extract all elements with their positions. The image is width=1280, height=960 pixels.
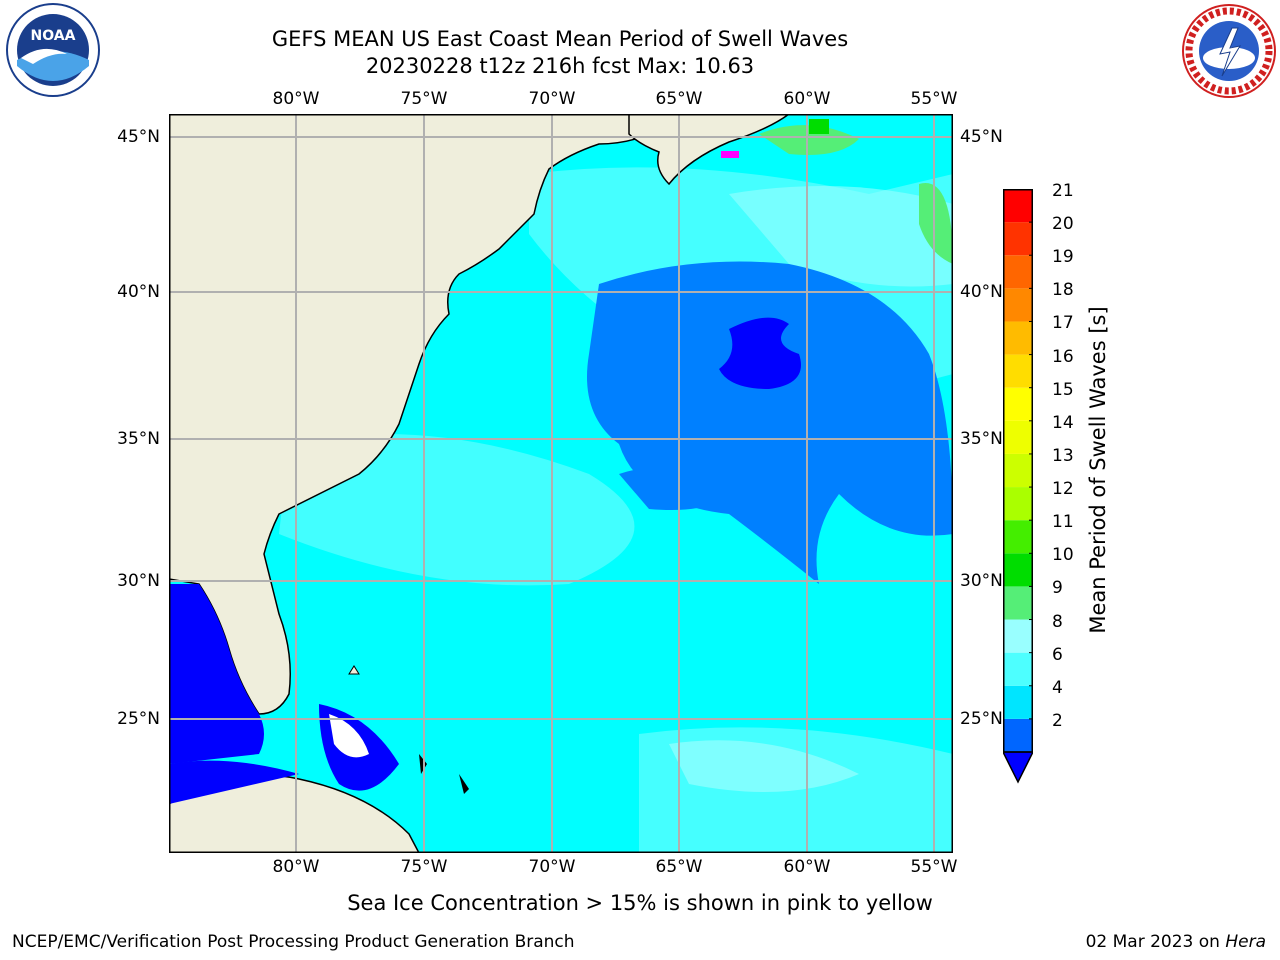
colorbar-segment: [1003, 189, 1033, 223]
lon-label-top: 70°W: [528, 89, 576, 109]
colorbar-tick-label: 8: [1052, 611, 1063, 632]
host-name: Hera: [1225, 932, 1266, 952]
sea-ice-note: Sea Ice Concentration > 15% is shown in …: [347, 891, 933, 915]
lat-label-left: 40°N: [117, 282, 160, 302]
bahamas-shoal: [329, 714, 369, 758]
date-text: 02 Mar 2023 on: [1085, 932, 1220, 952]
lat-label-right: 30°N: [960, 571, 1003, 591]
lat-label-left: 30°N: [117, 571, 160, 591]
colorbar-segment: [1003, 487, 1033, 521]
lon-label-bottom: 80°W: [272, 857, 320, 877]
colorbar-tick-label: 20: [1052, 214, 1074, 235]
land-nova-scotia: [628, 114, 791, 186]
lat-label-right: 40°N: [960, 282, 1003, 302]
ocean-green-region: [809, 119, 829, 134]
branch-credit: NCEP/EMC/Verification Post Processing Pr…: [12, 932, 575, 952]
lat-label-right: 45°N: [960, 127, 1003, 147]
colorbar-segment: [1003, 354, 1033, 388]
colorbar-segment: [1003, 420, 1033, 454]
svg-text:NOAA: NOAA: [31, 28, 76, 44]
colorbar-segment: [1003, 520, 1033, 554]
lon-label-bottom: 75°W: [400, 857, 448, 877]
ocean-light-region: [729, 186, 953, 287]
lat-label-left: 25°N: [117, 709, 160, 729]
map-subtitle: 20230228 t12z 216h fcst Max: 10.63: [365, 54, 755, 78]
lon-label-top: 65°W: [655, 89, 703, 109]
lon-label-top: 55°W: [910, 89, 958, 109]
colorbar-segment: [1003, 652, 1033, 686]
lat-label-right: 35°N: [960, 429, 1003, 449]
lon-label-bottom: 65°W: [655, 857, 703, 877]
colorbar-segment: [1003, 222, 1033, 256]
lon-label-bottom: 55°W: [910, 857, 958, 877]
colorbar: [1003, 189, 1033, 784]
colorbar-tick-label: 4: [1052, 677, 1063, 698]
sea-ice-patch: [721, 151, 739, 158]
generated-date: 02 Mar 2023 on Hera: [1086, 932, 1266, 952]
colorbar-tick-label: 13: [1052, 445, 1074, 466]
graticule: [169, 114, 953, 853]
colorbar-segment: [1003, 685, 1033, 719]
ocean-green-region: [919, 183, 953, 264]
lon-label-top: 80°W: [272, 89, 320, 109]
lat-label-left: 35°N: [117, 429, 160, 449]
land-north-america: [169, 114, 645, 715]
ocean-dark-region: [619, 467, 729, 510]
noaa-logo: NOAA: [6, 3, 100, 97]
colorbar-segment: [1003, 718, 1033, 752]
lon-label-bottom: 70°W: [528, 857, 576, 877]
swell-period-map: [169, 114, 953, 853]
lat-label-left: 45°N: [117, 127, 160, 147]
lon-label-top: 60°W: [783, 89, 831, 109]
map-title: GEFS MEAN US East Coast Mean Period of S…: [271, 27, 849, 51]
colorbar-tick-label: 17: [1052, 313, 1074, 334]
ocean-green-region: [759, 125, 859, 155]
nws-logo: [1182, 4, 1276, 98]
ocean-deep-region: [719, 317, 801, 389]
colorbar-tick-label: 16: [1052, 346, 1074, 367]
ocean-light-region: [279, 434, 635, 586]
colorbar-segment: [1003, 321, 1033, 355]
colorbar-title: Mean Period of Swell Waves [s]: [1086, 306, 1110, 634]
colorbar-tick-label: 10: [1052, 545, 1074, 566]
colorbar-tick-label: 21: [1052, 181, 1074, 201]
colorbar-tick-label: 6: [1052, 644, 1063, 665]
colorbar-tick-label: 9: [1052, 578, 1063, 599]
lat-label-right: 25°N: [960, 709, 1003, 729]
colorbar-segment: [1003, 453, 1033, 488]
lon-label-top: 75°W: [400, 89, 448, 109]
colorbar-tick-label: 19: [1052, 247, 1074, 268]
land-bahamas: [348, 665, 360, 675]
colorbar-segment: [1003, 553, 1033, 587]
colorbar-segment: [1003, 288, 1033, 322]
colorbar-tick-label: 18: [1052, 280, 1074, 301]
gulf-of-mexico: [169, 760, 299, 804]
colorbar-tick-label: 2: [1052, 710, 1063, 731]
colorbar-tick-label: 11: [1052, 512, 1074, 533]
colorbar-tick-label: 14: [1052, 412, 1074, 433]
lon-label-bottom: 60°W: [783, 857, 831, 877]
colorbar-segment: [1003, 586, 1033, 620]
land-bahamas: [459, 774, 469, 794]
ocean-light-region: [669, 740, 859, 792]
colorbar-tick-label: 15: [1052, 379, 1074, 400]
colorbar-segment: [1003, 619, 1033, 653]
colorbar-tick-label: 12: [1052, 479, 1074, 500]
colorbar-segment: [1003, 387, 1033, 421]
colorbar-segment: [1003, 255, 1033, 289]
colorbar-extend-arrow: [1003, 751, 1033, 784]
